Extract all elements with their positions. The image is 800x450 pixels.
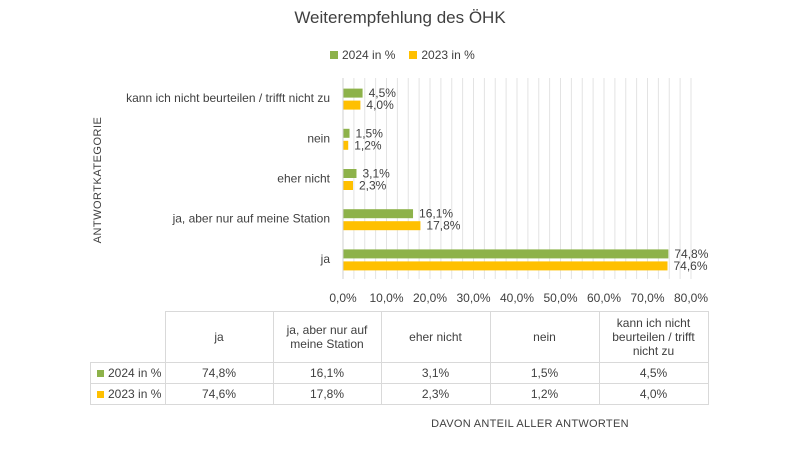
data-label: 2,3% [359,179,387,193]
chart-title: Weiterempfehlung des ÖHK [294,8,506,27]
table-cell: 2,3% [380,383,491,405]
data-label: 74,8% [674,247,708,261]
x-tick-label: 20,0% [413,291,447,305]
table-header-cell: eher nicht [380,311,491,363]
table-corner-cell [90,311,166,363]
table-cell: 74,6% [164,383,274,405]
legend-swatch-2024 [330,51,338,59]
table-header-cell: kann ich nicht beurteilen / trifft nicht z… [598,311,709,363]
data-table: ja ja, aber nur auf meine Station eher ni… [90,311,709,405]
data-label: 4,0% [366,98,394,112]
bar-2024 [343,249,669,259]
table-swatch-2024 [97,370,104,378]
x-tick-label: 0,0% [329,291,357,305]
bar-2024 [343,209,414,219]
bar-2023 [343,140,349,150]
bar-plot: 0,0% 10,0% 20,0% 30,0% 40,0% 50,0% 60,0% 70,0% 8… [126,78,709,305]
legend-label-2023: 2023 in % [421,48,475,62]
table-row: 2024 in % 74,8% 16,1% 3,1% 1,5% 4,5% [90,362,709,384]
y-category-label: nein [307,131,330,145]
table-swatch-2023 [97,391,104,399]
data-label: 1,5% [356,126,384,140]
table-row-label: 2024 in % [108,366,162,380]
data-label: 3,1% [362,167,390,181]
table-row-header-2023: 2023 in % [90,383,166,405]
y-category-label: ja [320,252,331,266]
table-cell: 74,8% [164,362,274,384]
x-tick-label: 50,0% [543,291,577,305]
y-category-label: eher nicht [277,172,330,186]
table-row: 2023 in % 74,6% 17,8% 2,3% 1,2% 4,0% [90,383,709,405]
table-cell: 1,2% [489,383,600,405]
table-header-cell: ja [164,311,274,363]
y-category-label: ja, aber nur auf meine Station [172,212,330,226]
x-tick-label: 10,0% [369,291,403,305]
table-header-cell: nein [489,311,600,363]
table-row-label: 2023 in % [108,387,162,401]
bar-2023 [343,261,668,271]
data-label: 1,2% [354,138,382,152]
table-row-header-2024: 2024 in % [90,362,166,384]
legend-swatch-2023 [409,51,418,59]
data-label: 4,5% [369,86,397,100]
x-tick-label: 80,0% [674,291,708,305]
data-label: 16,1% [419,207,453,221]
bar-2023 [343,181,354,190]
bar-2024 [343,88,363,98]
bar-2024 [343,169,357,178]
table-cell: 4,5% [598,362,709,384]
bar-2023 [343,221,421,231]
table-cell: 3,1% [380,362,491,384]
x-tick-label: 40,0% [500,291,534,305]
legend-item-2024: 2024 in % [330,48,395,62]
bar-2024 [343,128,350,138]
table-cell: 17,8% [272,383,382,405]
table-header-cell: ja, aber nur auf meine Station [272,311,382,363]
x-tick-label: 60,0% [587,291,621,305]
data-label: 74,6% [674,259,708,273]
x-tick-label: 70,0% [630,291,664,305]
table-cell: 1,5% [489,362,600,384]
data-label: 17,8% [426,219,460,233]
x-tick-label: 30,0% [456,291,490,305]
legend: 2024 in % 2023 in % [330,48,475,62]
bar-2023 [343,100,361,110]
table-header-row: ja ja, aber nur auf meine Station eher ni… [90,311,709,363]
legend-item-2023: 2023 in % [409,48,475,62]
legend-label-2024: 2024 in % [342,48,396,62]
table-cell: 16,1% [272,362,382,384]
table-cell: 4,0% [598,383,709,405]
y-category-label: kann ich nicht beurteilen / trifft nicht… [126,91,330,105]
x-axis-title: DAVON ANTEIL ALLER ANTWORTEN [431,418,629,430]
